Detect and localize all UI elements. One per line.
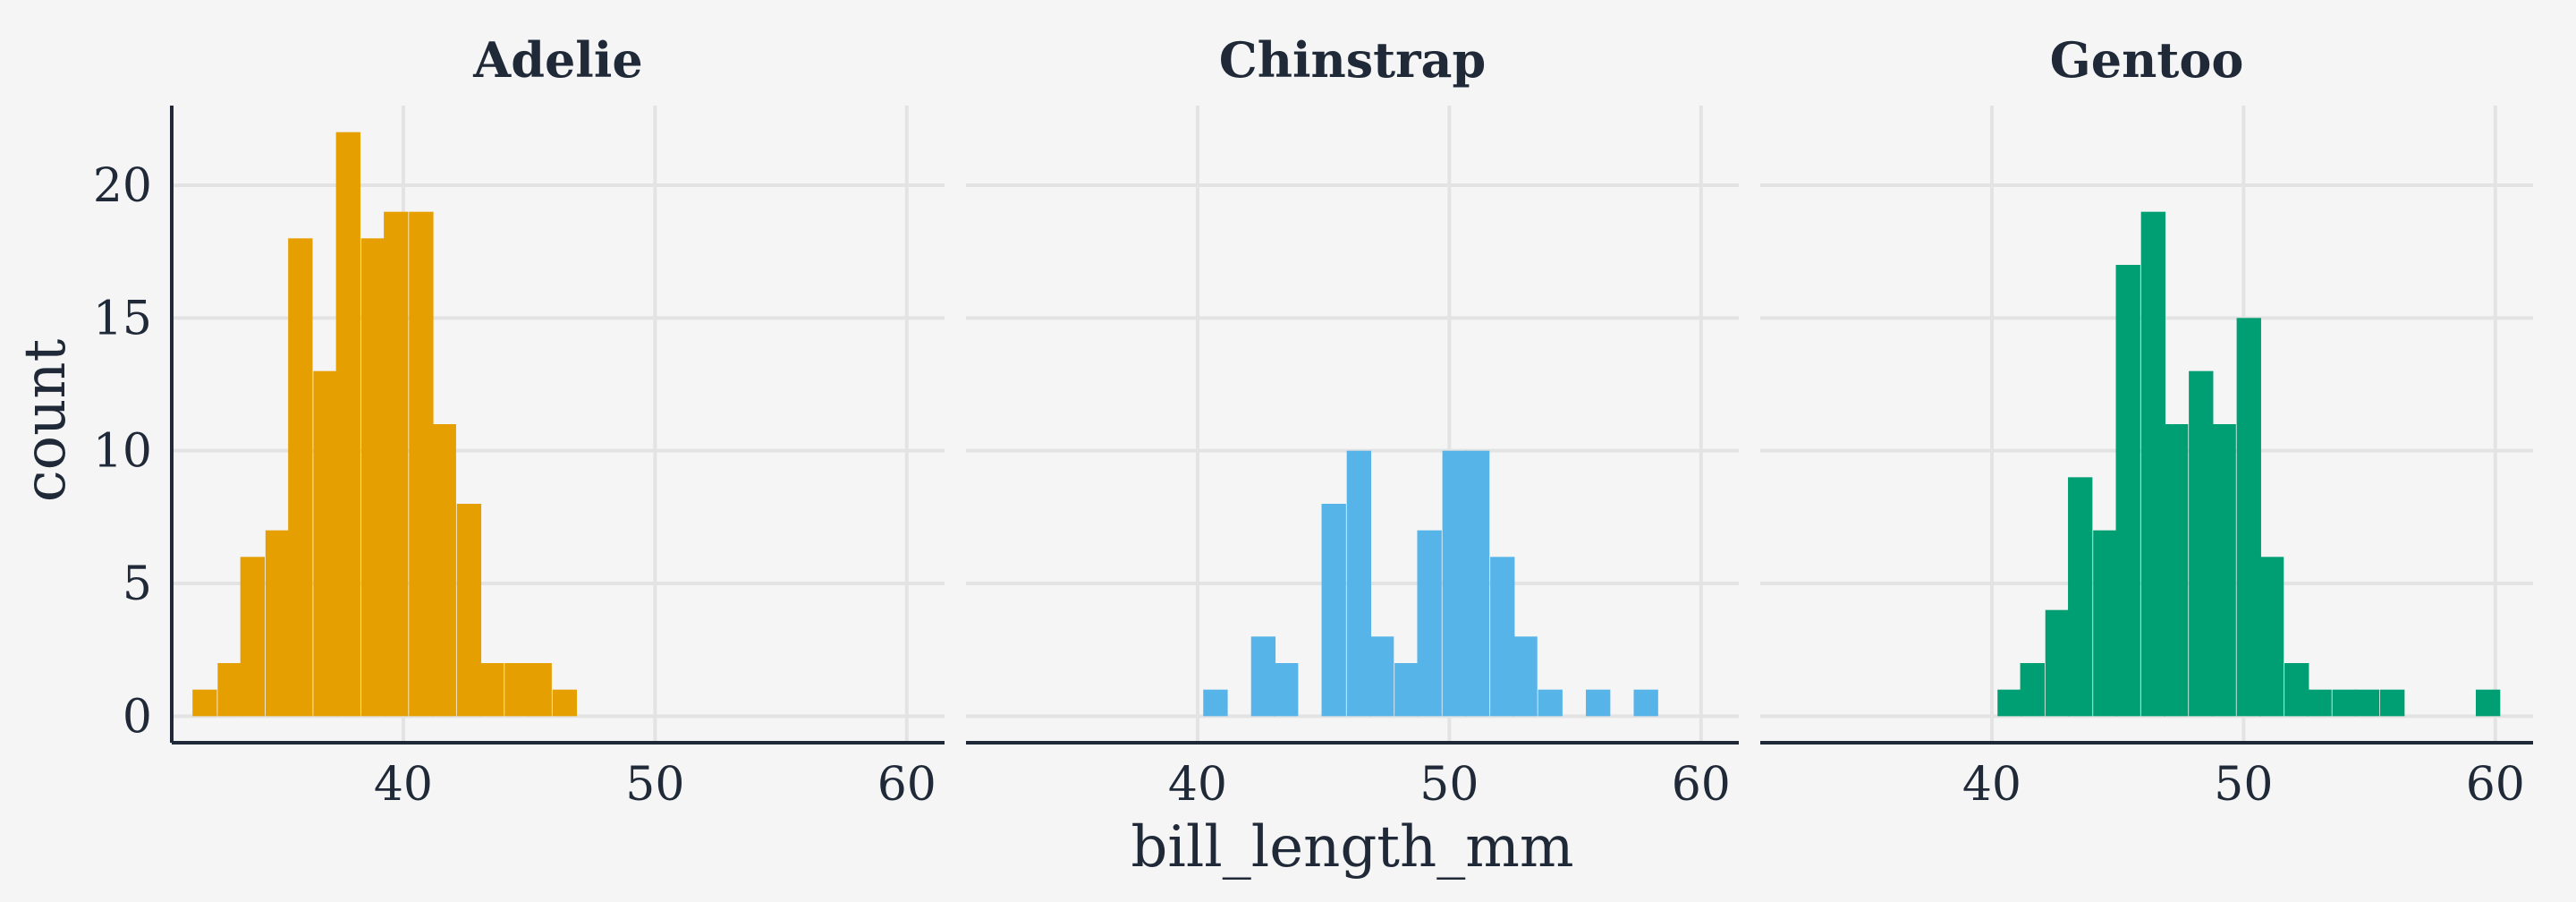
- histogram-bar: [1442, 450, 1467, 717]
- panel-title: Gentoo: [2050, 31, 2244, 89]
- x-tick-label: 40: [1962, 758, 2021, 812]
- histogram-bar: [217, 663, 242, 717]
- y-axis-title: count: [13, 338, 79, 502]
- y-tick-label: 10: [93, 425, 152, 479]
- histogram-bar: [360, 238, 386, 717]
- x-tick-label: 60: [1672, 758, 1731, 812]
- histogram-bar: [265, 530, 291, 717]
- histogram-bar: [552, 689, 578, 717]
- x-tick-label: 60: [2466, 758, 2525, 812]
- histogram-bar: [2258, 557, 2284, 717]
- histogram-bar: [2093, 530, 2118, 717]
- histogram-bar: [2475, 689, 2501, 717]
- histogram-bar: [1274, 663, 1299, 717]
- histogram-bar: [1586, 689, 1611, 717]
- x-tick-label: 40: [1168, 758, 1227, 812]
- histogram-bar: [1394, 663, 1419, 717]
- histogram-bar: [192, 689, 217, 717]
- panel-title: Chinstrap: [1219, 31, 1487, 89]
- histogram-bar: [1538, 689, 1563, 717]
- x-tick-label: 50: [2214, 758, 2273, 812]
- x-tick-label: 40: [374, 758, 433, 812]
- histogram-bar: [240, 557, 266, 717]
- histogram-bar: [409, 211, 434, 717]
- x-tick-label: 60: [877, 758, 936, 812]
- histogram-bar: [1997, 689, 2022, 717]
- y-tick-label: 15: [93, 292, 152, 345]
- histogram-bar: [456, 504, 482, 717]
- histogram-bar: [1203, 689, 1228, 717]
- y-tick-label: 20: [93, 159, 152, 213]
- histogram-bar: [1417, 530, 1442, 717]
- histogram-bar: [527, 663, 552, 717]
- panel-adelie: 40 50 60 Adelie 0 5 10 15 20: [93, 31, 945, 812]
- histogram-bar: [1513, 636, 1538, 717]
- histogram-bar: [2211, 424, 2236, 717]
- histogram-bar: [384, 211, 409, 717]
- histogram-bar: [479, 663, 504, 717]
- histogram-bar: [2068, 477, 2093, 717]
- histogram-bar: [2332, 689, 2357, 717]
- x-axis-title: bill_length_mm: [1131, 814, 1573, 881]
- x-tick-label: 50: [1419, 758, 1479, 812]
- histogram-bar: [335, 132, 360, 717]
- histogram-bar: [2354, 689, 2380, 717]
- y-tick-label: 0: [123, 690, 152, 744]
- histogram-bar: [431, 424, 456, 717]
- histogram-bar: [1490, 557, 1515, 717]
- histogram-bar: [1368, 636, 1394, 717]
- histogram-bar: [2140, 211, 2166, 717]
- histogram-bar: [2380, 689, 2405, 717]
- histogram-bar: [313, 370, 338, 717]
- panel-chinstrap: 40 50 60 Chinstrap: [966, 31, 1739, 812]
- chart-panels: 40 50 60 Adelie 0 5 10 15 20 40 50 60 Chinstrap 40 50 6…: [93, 31, 2533, 812]
- x-tick-label: 50: [625, 758, 684, 812]
- histogram-bar: [2045, 609, 2071, 717]
- histogram-bar: [1346, 450, 1372, 717]
- histogram-bar: [2163, 424, 2189, 717]
- histogram-bar: [1464, 450, 1490, 717]
- panel-title: Adelie: [472, 31, 642, 89]
- y-tick-label: 5: [123, 557, 152, 611]
- histogram-bar: [1321, 504, 1346, 717]
- histogram-bar: [1250, 636, 1276, 717]
- histogram-bar: [2189, 370, 2214, 717]
- histogram-bar: [2284, 663, 2309, 717]
- histogram-bar: [504, 663, 530, 717]
- histogram-bar: [2236, 318, 2261, 717]
- histogram-bar: [2020, 663, 2045, 717]
- histogram-bar: [1633, 689, 1658, 717]
- histogram-bar: [2307, 689, 2332, 717]
- histogram-bar: [288, 238, 313, 717]
- histogram-bar: [2115, 265, 2140, 717]
- panel-gentoo: 40 50 60 Gentoo: [1760, 31, 2533, 812]
